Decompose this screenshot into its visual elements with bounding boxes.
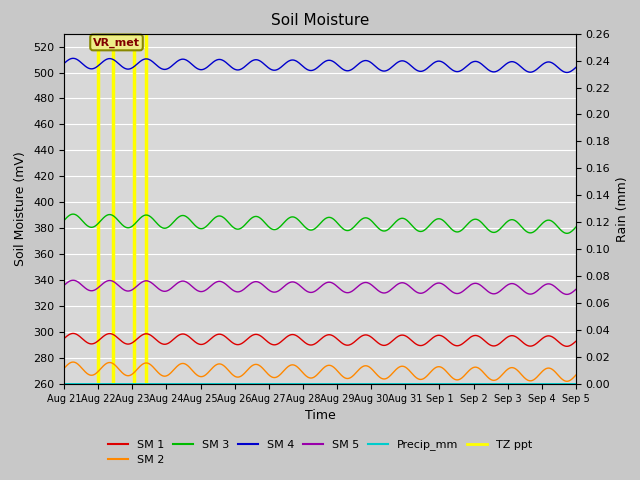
SM 3 [69,211,77,217]
SM 1 [467,335,474,340]
SM 1 [399,332,407,338]
SM 5 [572,287,580,292]
Line: SM 3: SM 3 [64,214,576,233]
SM 3 [174,215,182,220]
Line: SM 4: SM 4 [64,59,576,72]
SM 2 [563,378,571,384]
Title: Soil Moisture: Soil Moisture [271,13,369,28]
SM 5 [232,288,239,294]
SM 4 [563,70,571,75]
Text: VR_met: VR_met [93,37,140,48]
Precip_mm [60,381,68,386]
SM 2 [174,362,182,368]
SM 4 [399,58,407,64]
SM 3 [399,216,407,221]
SM 3 [162,225,170,231]
Precip_mm [399,381,407,386]
SM 2 [232,374,239,380]
SM 2 [69,359,77,365]
SM 4 [60,60,68,66]
Line: SM 5: SM 5 [64,280,576,294]
SM 5 [511,282,519,288]
SM 3 [563,230,571,236]
SM 3 [60,217,68,223]
SM 3 [572,224,580,230]
SM 1 [232,341,239,347]
SM 1 [572,338,580,344]
SM 1 [511,334,519,339]
SM 1 [563,343,571,349]
SM 5 [69,277,77,283]
SM 1 [174,333,182,338]
SM 2 [467,367,474,372]
SM 2 [399,363,407,369]
Y-axis label: Soil Moisture (mV): Soil Moisture (mV) [15,151,28,266]
Line: SM 1: SM 1 [64,334,576,346]
SM 4 [467,60,474,66]
SM 4 [69,56,77,61]
SM 2 [60,366,68,372]
Legend: SM 1, SM 2, SM 3, SM 4, SM 5, Precip_mm, TZ ppt: SM 1, SM 2, SM 3, SM 4, SM 5, Precip_mm,… [103,435,537,469]
Precip_mm [174,381,182,386]
SM 4 [162,66,170,72]
SM 4 [174,58,182,63]
SM 2 [572,372,580,378]
Precip_mm [231,381,239,386]
Precip_mm [466,381,474,386]
SM 1 [60,336,68,341]
SM 3 [232,226,239,231]
SM 5 [162,288,170,294]
Line: SM 2: SM 2 [64,362,576,381]
SM 4 [572,64,580,70]
SM 4 [511,60,519,65]
SM 3 [467,218,474,224]
SM 4 [232,67,239,72]
X-axis label: Time: Time [305,409,335,422]
SM 3 [511,218,519,224]
Precip_mm [511,381,519,386]
Y-axis label: Rain (mm): Rain (mm) [616,176,629,241]
SM 1 [69,331,77,336]
Precip_mm [161,381,169,386]
SM 5 [399,280,407,286]
SM 2 [511,366,519,372]
SM 5 [174,280,182,286]
SM 2 [162,373,170,379]
Precip_mm [572,381,580,386]
SM 1 [162,341,170,347]
SM 5 [60,283,68,288]
SM 5 [563,291,571,297]
SM 5 [467,282,474,288]
